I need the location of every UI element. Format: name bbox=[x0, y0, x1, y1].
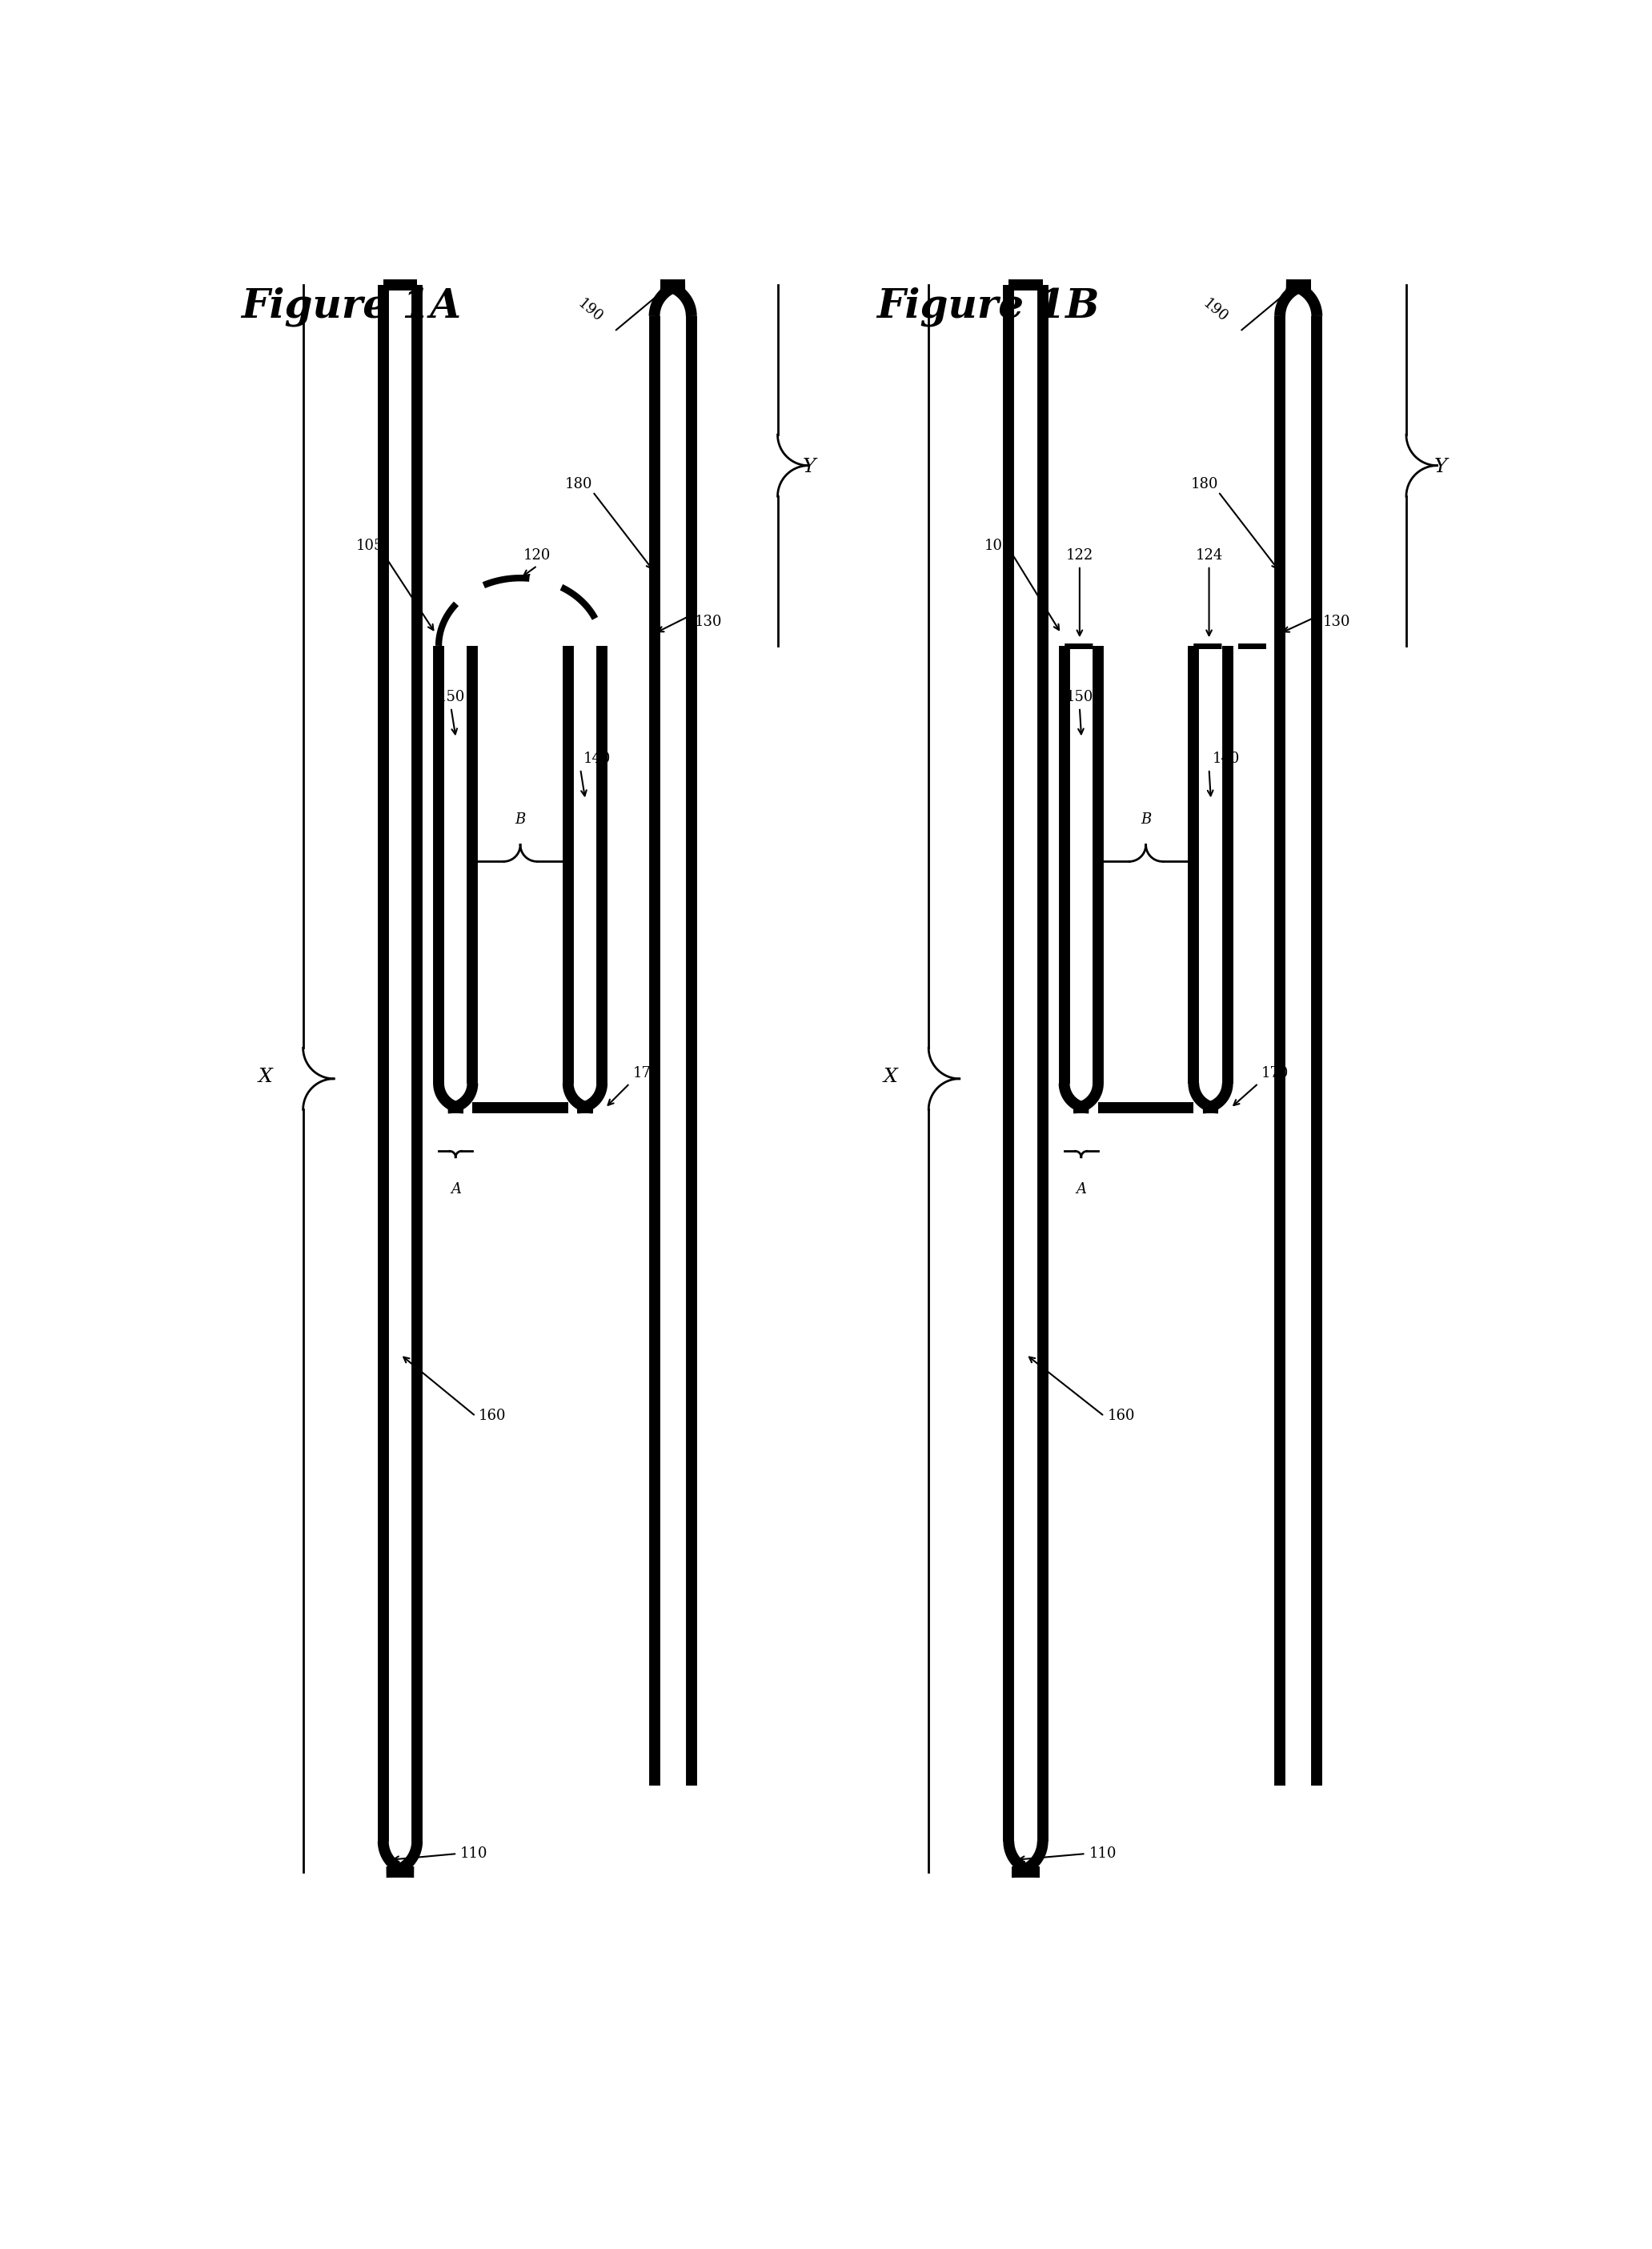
Text: 170: 170 bbox=[633, 1066, 661, 1080]
Text: 120: 120 bbox=[524, 549, 552, 562]
Text: 105: 105 bbox=[985, 540, 1011, 553]
Text: Figure 1B: Figure 1B bbox=[876, 288, 1099, 326]
Text: 160: 160 bbox=[479, 1408, 506, 1424]
Text: B: B bbox=[515, 812, 525, 828]
Text: 130: 130 bbox=[1323, 614, 1351, 630]
Text: 130: 130 bbox=[694, 614, 722, 630]
Text: X: X bbox=[884, 1068, 897, 1086]
Text: 160: 160 bbox=[1107, 1408, 1135, 1424]
Text: 140: 140 bbox=[1213, 751, 1239, 767]
Text: 124: 124 bbox=[1196, 549, 1222, 562]
Text: 190: 190 bbox=[575, 297, 605, 326]
Text: A: A bbox=[451, 1183, 461, 1196]
Text: A: A bbox=[1075, 1183, 1087, 1196]
Text: 140: 140 bbox=[583, 751, 611, 767]
Text: Figure 1A: Figure 1A bbox=[241, 288, 461, 326]
Text: 150: 150 bbox=[438, 690, 464, 704]
Text: 122: 122 bbox=[1066, 549, 1094, 562]
Text: 110: 110 bbox=[1089, 1846, 1117, 1860]
Text: 170: 170 bbox=[1262, 1066, 1289, 1080]
Text: 180: 180 bbox=[565, 477, 593, 493]
Text: 110: 110 bbox=[461, 1846, 487, 1860]
Text: Y: Y bbox=[803, 459, 816, 477]
Text: Y: Y bbox=[1434, 459, 1447, 477]
Text: 190: 190 bbox=[1201, 297, 1231, 326]
Text: 180: 180 bbox=[1191, 477, 1218, 493]
Text: 150: 150 bbox=[1066, 690, 1094, 704]
Text: X: X bbox=[258, 1068, 273, 1086]
Text: B: B bbox=[1140, 812, 1151, 828]
Text: 105: 105 bbox=[355, 540, 383, 553]
